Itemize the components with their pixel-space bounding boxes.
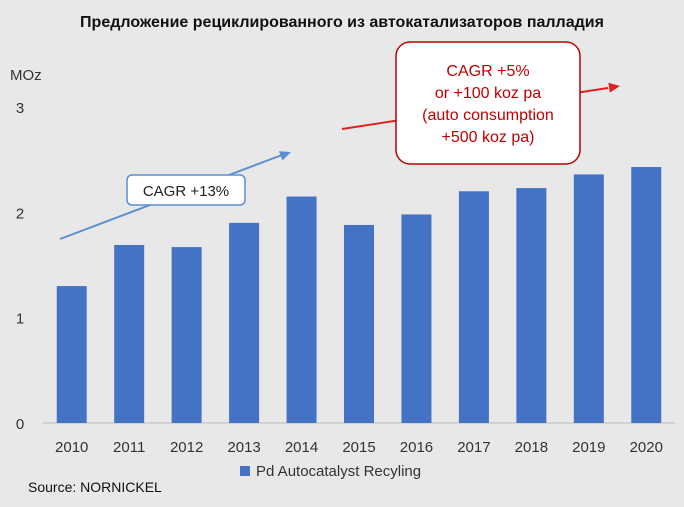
annotation-text-cagr-5: CAGR +5% xyxy=(446,63,529,80)
legend-label: Pd Autocatalyst Recyling xyxy=(256,463,421,480)
x-tick-label: 2017 xyxy=(457,439,490,456)
x-tick-label: 2018 xyxy=(515,439,548,456)
bar-2019 xyxy=(573,174,604,423)
annotations: CAGR +13% CAGR +5% or +100 koz pa (auto con… xyxy=(59,41,620,240)
legend: Pd Autocatalyst Recyling xyxy=(240,463,421,480)
bar-2010 xyxy=(56,286,87,423)
x-tick-label: 2012 xyxy=(170,439,203,456)
x-tick-label: 2019 xyxy=(572,439,605,456)
bar-2012 xyxy=(171,247,202,423)
bar-2018 xyxy=(516,188,547,423)
bar-2017 xyxy=(458,191,489,423)
x-tick-label: 2016 xyxy=(400,439,433,456)
y-tick-label: 2 xyxy=(16,205,24,222)
chart-title: Предложение рециклированного из автоката… xyxy=(80,14,604,31)
y-tick-label: 0 xyxy=(16,416,24,433)
x-tick-label: 2014 xyxy=(285,439,318,456)
bar-2011 xyxy=(114,244,145,423)
x-tick-label: 2020 xyxy=(630,439,663,456)
trend-arrowhead-red xyxy=(608,82,620,93)
y-axis-ticks: 0 1 2 3 xyxy=(16,100,24,433)
bar-2020 xyxy=(631,167,662,423)
bar-2015 xyxy=(344,224,374,423)
source-note: Source: NORNICKEL xyxy=(28,479,162,495)
annotation-box-red xyxy=(395,41,581,165)
annotation-cagr-13: CAGR +13% xyxy=(59,151,291,240)
annotation-cagr-5: CAGR +5% or +100 koz pa (auto consumption +… xyxy=(341,41,620,165)
annotation-text-cagr-5: +500 koz pa) xyxy=(442,129,535,146)
x-tick-label: 2010 xyxy=(55,439,88,456)
annotation-text-cagr-5: or +100 koz pa xyxy=(435,85,541,102)
bar-2014 xyxy=(286,196,317,423)
x-axis-ticks: 2010 2011 2012 2013 2014 2015 2016 2017 2018 2019… xyxy=(55,439,663,456)
x-tick-label: 2015 xyxy=(342,439,375,456)
bar-2013 xyxy=(229,222,260,423)
trend-arrowhead-blue xyxy=(278,151,291,161)
y-axis-unit-label: MOz xyxy=(10,67,42,84)
bar-2016 xyxy=(401,214,432,423)
annotation-box-blue xyxy=(126,174,246,206)
legend-swatch xyxy=(240,466,250,476)
annotation-text-cagr-5: (auto consumption xyxy=(422,107,554,124)
x-tick-label: 2011 xyxy=(113,439,145,456)
x-tick-label: 2013 xyxy=(227,439,260,456)
annotation-text-cagr-13: CAGR +13% xyxy=(143,183,229,200)
y-tick-label: 3 xyxy=(16,100,24,117)
bar-series xyxy=(56,167,662,423)
y-tick-label: 1 xyxy=(16,311,24,328)
